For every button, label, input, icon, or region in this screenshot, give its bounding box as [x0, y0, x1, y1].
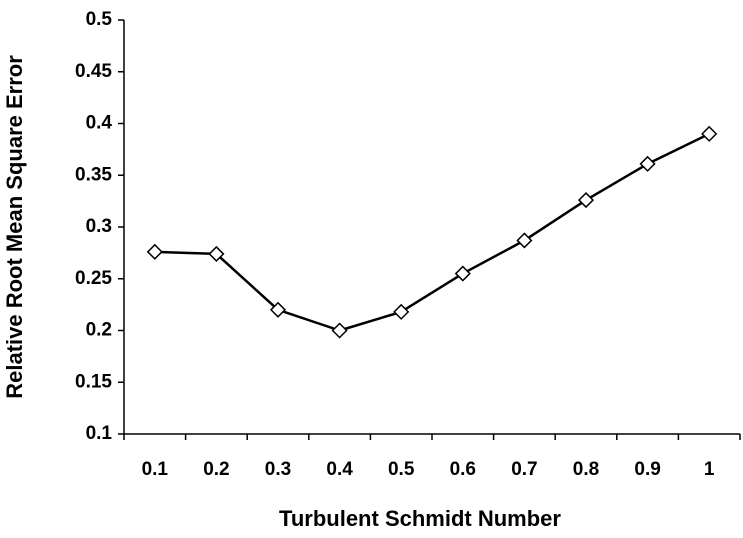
x-tick-label: 0.6 [450, 459, 476, 480]
y-axis-title: Relative Root Mean Square Error [2, 55, 27, 399]
data-marker [639, 155, 656, 172]
x-tick-label: 1 [704, 459, 715, 480]
x-tick-label: 0.9 [634, 459, 660, 480]
data-marker [331, 322, 348, 339]
x-tick-label: 0.3 [265, 459, 291, 480]
y-tick-label: 0.4 [86, 113, 113, 134]
data-line [154, 132, 710, 332]
x-tick-label: 0.5 [388, 459, 415, 480]
x-tick-label: 0.7 [511, 459, 537, 480]
data-marker [393, 303, 410, 320]
y-tick-label: 0.5 [86, 9, 113, 30]
data-marker [269, 301, 287, 318]
y-tick-label: 0.15 [75, 371, 112, 392]
x-tick-label: 0.2 [203, 459, 229, 480]
data-marker [454, 265, 471, 282]
y-tick-label: 0.1 [86, 423, 113, 444]
y-tick-label: 0.3 [86, 216, 112, 237]
x-tick-label: 0.1 [142, 459, 169, 480]
data-marker [208, 245, 225, 262]
y-tick-label: 0.25 [75, 268, 112, 289]
x-tick-label: 0.4 [326, 459, 353, 480]
x-axis-title: Turbulent Schmidt Number [279, 506, 561, 531]
data-marker [701, 125, 718, 142]
data-marker [577, 192, 595, 209]
data-marker [146, 243, 163, 260]
x-tick-label: 0.8 [573, 459, 599, 480]
data-marker [516, 232, 533, 249]
y-tick-label: 0.2 [86, 320, 112, 341]
y-tick-label: 0.35 [75, 164, 112, 185]
y-tick-label: 0.45 [75, 61, 112, 82]
